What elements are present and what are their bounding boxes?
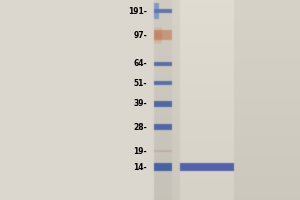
- Text: 64-: 64-: [134, 60, 147, 68]
- Text: 19-: 19-: [134, 146, 147, 156]
- Text: 191-: 191-: [128, 6, 147, 16]
- Text: 28-: 28-: [133, 122, 147, 132]
- Text: 39-: 39-: [134, 99, 147, 108]
- Text: 97-: 97-: [133, 30, 147, 40]
- Text: 51-: 51-: [134, 78, 147, 88]
- Text: 14-: 14-: [134, 162, 147, 171]
